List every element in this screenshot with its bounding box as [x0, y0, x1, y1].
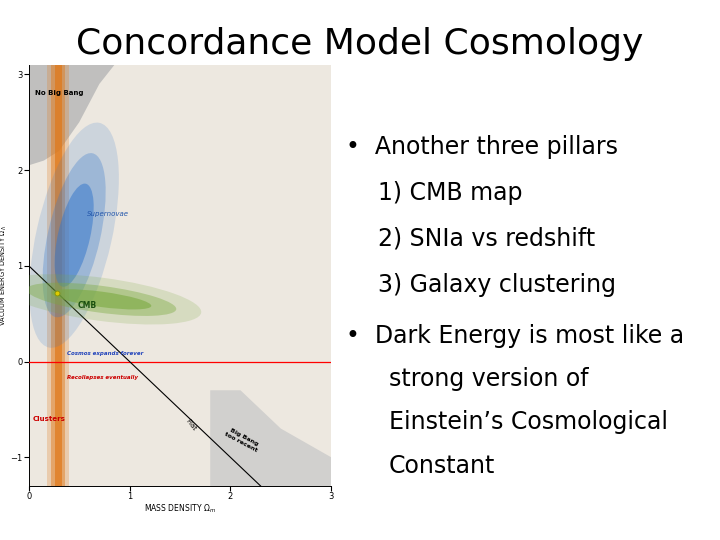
Bar — [52, 65, 65, 486]
Polygon shape — [210, 390, 331, 486]
Text: •  Dark Energy is most like a: • Dark Energy is most like a — [346, 324, 684, 348]
Ellipse shape — [30, 123, 119, 348]
Polygon shape — [29, 65, 114, 165]
Bar — [55, 65, 61, 486]
Text: Supernovae: Supernovae — [87, 211, 130, 217]
Text: 2) SNIa vs redshift: 2) SNIa vs redshift — [378, 227, 595, 251]
Ellipse shape — [51, 289, 151, 309]
Ellipse shape — [42, 153, 106, 318]
Text: 3) Galaxy clustering: 3) Galaxy clustering — [378, 273, 616, 296]
Y-axis label: VACUUM ENERGY DENSITY $\Omega_\Lambda$: VACUUM ENERGY DENSITY $\Omega_\Lambda$ — [0, 225, 9, 326]
Text: CMB: CMB — [77, 301, 96, 310]
Text: No Big Bang: No Big Bang — [35, 90, 84, 97]
Text: •  Another three pillars: • Another three pillars — [346, 135, 618, 159]
Text: 1) CMB map: 1) CMB map — [378, 181, 523, 205]
Text: Einstein’s Cosmological: Einstein’s Cosmological — [389, 410, 668, 434]
Ellipse shape — [55, 184, 94, 287]
Text: Cosmos expands forever: Cosmos expands forever — [67, 351, 143, 356]
Text: Flat: Flat — [185, 417, 198, 431]
Text: Big Bang
too recent: Big Bang too recent — [224, 427, 261, 454]
Text: Constant: Constant — [389, 454, 495, 477]
Text: Clusters: Clusters — [33, 416, 66, 422]
Ellipse shape — [27, 283, 176, 316]
Text: strong version of: strong version of — [389, 367, 588, 391]
Ellipse shape — [1, 274, 202, 325]
Text: Concordance Model Cosmology: Concordance Model Cosmology — [76, 27, 644, 61]
Bar — [47, 65, 69, 486]
Text: Recollapses eventually: Recollapses eventually — [67, 375, 138, 380]
X-axis label: MASS DENSITY $\Omega_m$: MASS DENSITY $\Omega_m$ — [144, 503, 216, 515]
